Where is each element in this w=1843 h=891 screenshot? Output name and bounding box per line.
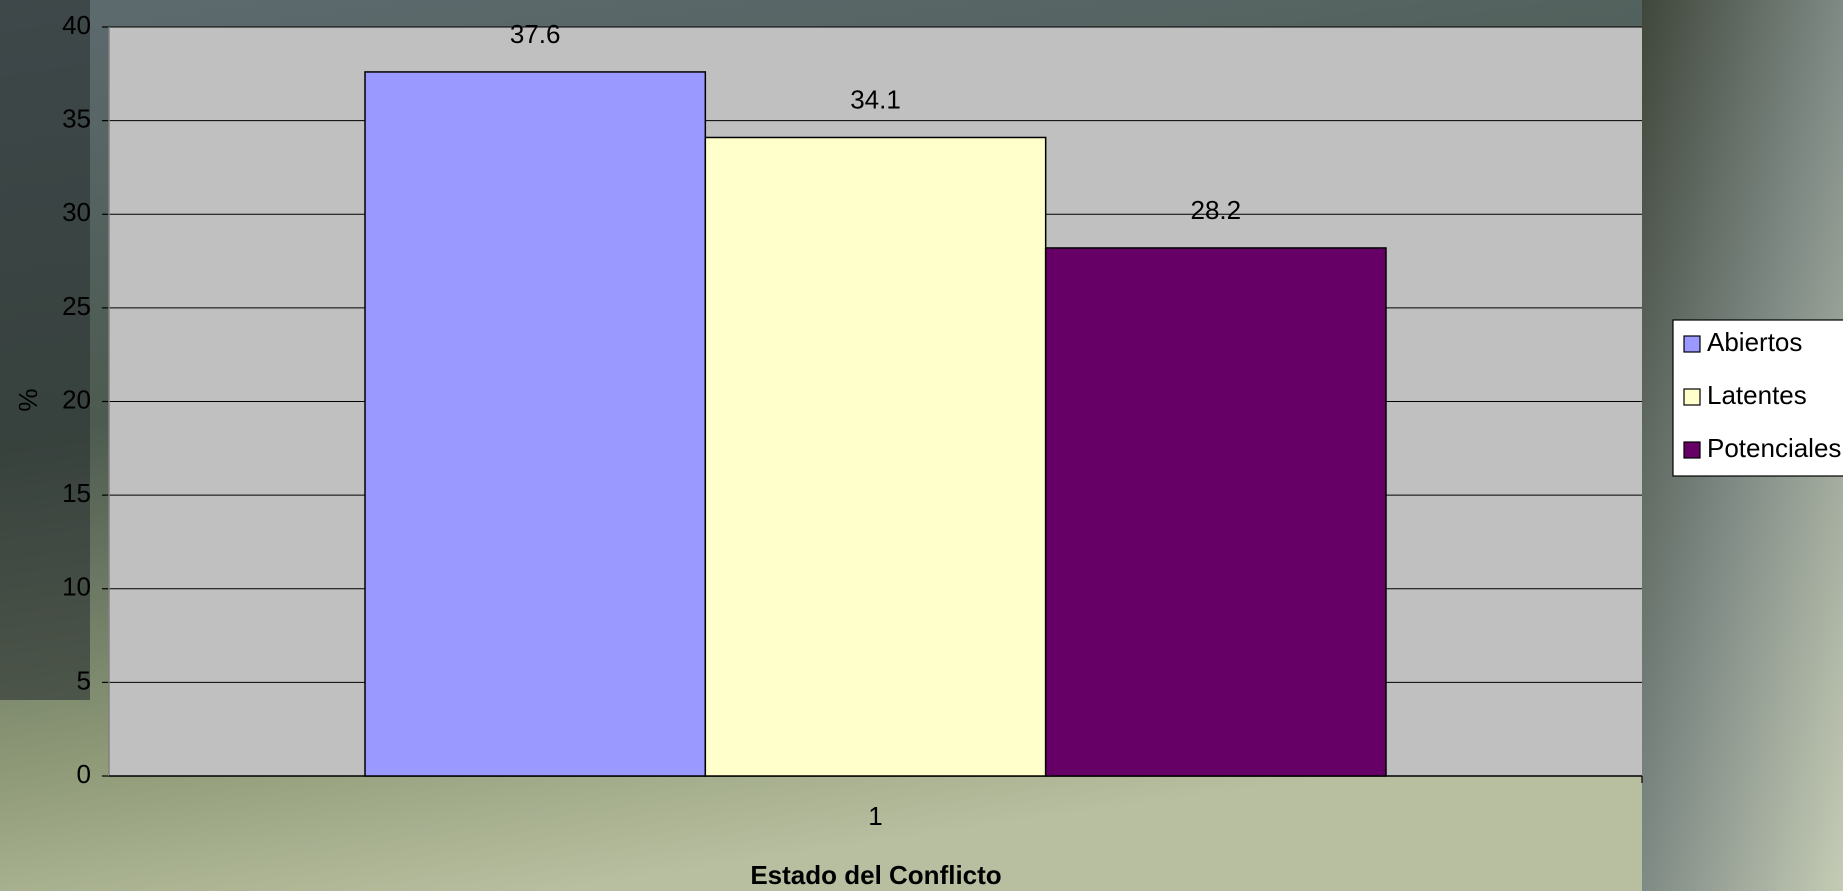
value-label: 34.1 <box>850 84 901 114</box>
y-tick-label: 20 <box>62 384 91 414</box>
legend-swatch <box>1683 441 1701 459</box>
background-door <box>0 0 90 700</box>
y-tick-label: 40 <box>62 10 91 40</box>
x-axis-title: Estado del Conflicto <box>750 860 1001 890</box>
bar <box>704 136 1047 777</box>
y-tick-label: 0 <box>77 759 91 789</box>
legend-swatch <box>1683 335 1701 353</box>
legend-box <box>1672 319 1843 477</box>
value-label: 28.2 <box>1191 195 1242 225</box>
y-tick-label: 30 <box>62 197 91 227</box>
x-tick-label: 1 <box>868 801 882 831</box>
bar <box>364 71 707 777</box>
y-tick-label: 10 <box>62 572 91 602</box>
y-tick-label: 15 <box>62 478 91 508</box>
y-axis-title: % <box>13 388 43 411</box>
legend-label: Abiertos <box>1707 327 1802 357</box>
y-tick-label: 5 <box>77 665 91 695</box>
bar <box>1044 247 1387 777</box>
y-tick-label: 35 <box>62 104 91 134</box>
legend-label: Potenciales <box>1707 433 1841 463</box>
legend-label: Latentes <box>1707 380 1807 410</box>
value-label: 37.6 <box>510 19 561 49</box>
y-tick-label: 25 <box>62 291 91 321</box>
legend-swatch <box>1683 388 1701 406</box>
legend: Abiertos Latentes Potenciales <box>1672 319 1843 477</box>
